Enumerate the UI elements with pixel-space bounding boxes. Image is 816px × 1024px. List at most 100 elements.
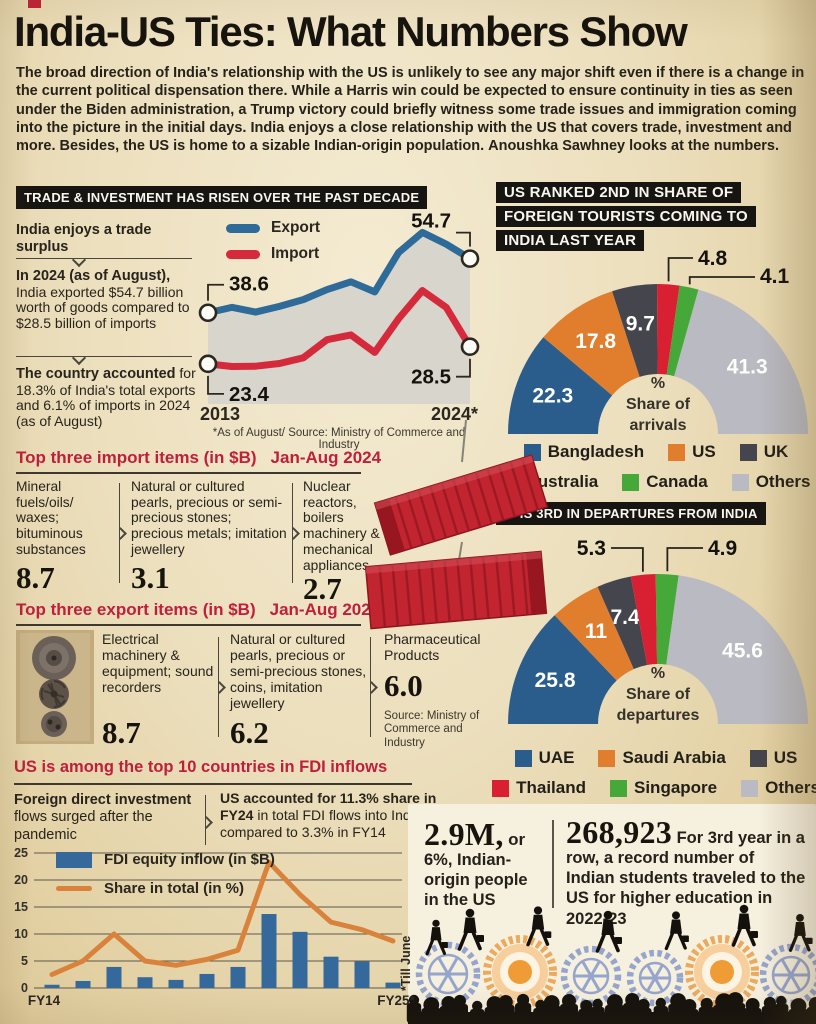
legend-label: US [773, 748, 798, 767]
legend-item-export: Export [226, 219, 320, 237]
column-divider [119, 483, 120, 583]
center-line: Share of [625, 685, 690, 703]
svg-text:28.5: 28.5 [411, 366, 451, 389]
heading-text: Top three export items (in $B) [16, 600, 256, 619]
svg-text:17.8: 17.8 [575, 330, 616, 353]
stat-text: For 3rd year in a row, a record number o… [566, 829, 806, 928]
section-header-trade: TRADE & INVESTMENT HAS RISEN OVER THE PA… [16, 186, 428, 209]
intro-tail: looks at the numbers. [625, 138, 780, 155]
legend-label: US [692, 442, 716, 461]
legend-item: Canada [622, 472, 708, 492]
header-line: FOREIGN TOURISTS COMING TO [496, 206, 756, 227]
svg-text:54.7: 54.7 [411, 210, 451, 233]
column-divider [370, 637, 371, 737]
legend-swatch [739, 443, 757, 461]
export-item-1: Electrical machinery & equipment; sound … [102, 631, 214, 750]
indian-origin-stat: 2.9M, or 6%, Indian-origin people in the… [424, 818, 546, 910]
legend-row: Thailand Singapore Others [492, 778, 816, 798]
legend-label: Import [271, 245, 320, 262]
heading-period: Jan-Aug 2024 [270, 448, 382, 467]
column-divider [205, 795, 206, 845]
svg-text:23.4: 23.4 [229, 383, 269, 406]
item-description: Natural or cultured pearls, precious or … [230, 631, 367, 711]
arrivals-legend: Bangladesh US UK Australia Canada Others [498, 442, 814, 492]
svg-text:4.8: 4.8 [698, 247, 728, 270]
stat-divider [552, 820, 554, 908]
trade-line-chart: 38.6 54.7 23.4 28.5 [198, 210, 480, 406]
item-value: 8.7 [16, 560, 55, 595]
legend-label: Singapore [634, 778, 718, 797]
bar-swatch [56, 851, 92, 868]
item-description: Nuclear reactors, boilers machinery & me… [303, 479, 380, 573]
legend-row: Bangladesh US UK [523, 442, 788, 462]
import-item-1: Mineral fuels/oils/ waxes; bituminous su… [16, 479, 112, 593]
fdi-note-right: US accounted for 11.3% share in FY24 in … [220, 790, 446, 840]
fdi-heading: US is among the top 10 countries in FDI … [14, 758, 388, 776]
item-description: Electrical machinery & equipment; sound … [102, 631, 214, 695]
trade-note-lead: In 2024 (as of August), [16, 268, 171, 284]
trade-note-lead: The country accounted [16, 366, 176, 382]
legend-swatch [749, 749, 767, 767]
header-line: US RANKED 2ND IN SHARE OF [496, 182, 742, 203]
center-line: arrivals [629, 416, 687, 434]
legend-label: Others [755, 472, 811, 491]
intro-text: The broad direction of India's relations… [16, 65, 805, 155]
section-header-departures: IT IS 3RD IN DEPARTURES FROM INDIA [496, 502, 766, 525]
trade-note-rest: for 18.3% of India's total exports and 6… [16, 365, 196, 430]
heading-underline [16, 624, 361, 626]
svg-text:11: 11 [585, 620, 608, 643]
legend-item-import: Import [226, 245, 320, 263]
trade-note-share: The country accounted for 18.3% of India… [16, 365, 204, 430]
legend-item: US [749, 748, 798, 768]
imports-heading: Top three import items (in $B) Jan-Aug 20… [16, 448, 381, 468]
intro-paragraph: The broad direction of India's relations… [16, 64, 808, 155]
migration-illustration [406, 904, 816, 1024]
shipping-containers-illustration [364, 419, 549, 630]
legend-item: UK [739, 442, 788, 462]
intro-author: Anoushka Sawhney [488, 138, 626, 155]
item-value: 2.7 [303, 571, 342, 607]
svg-text:5: 5 [21, 954, 28, 968]
svg-text:9.7: 9.7 [626, 312, 655, 335]
item-value: 6.0 [384, 667, 423, 703]
arrivals-donut-center-label: % Share of arrivals [598, 374, 718, 436]
import-item-3: Nuclear reactors, boilers machinery & me… [303, 479, 395, 604]
students-stat: 268,923 For 3rd year in a row, a record … [566, 816, 806, 929]
heading-period: Jan-Aug 2024 [269, 600, 381, 619]
legend-label: Thailand [516, 778, 586, 797]
item-value: 6.2 [230, 715, 269, 750]
svg-text:41.3: 41.3 [727, 355, 768, 378]
section-header-arrivals: US RANKED 2ND IN SHARE OF FOREIGN TOURIS… [496, 182, 756, 254]
column-divider [218, 637, 219, 737]
trade-chart-footnote: *As of August/ Source: Ministry of Comme… [212, 427, 466, 451]
stat-text: 6%, Indian-origin people in the US [424, 851, 528, 910]
export-line-swatch [226, 223, 260, 233]
center-unit: % [650, 375, 666, 392]
legend-item: Others [741, 778, 816, 798]
center-unit: % [650, 665, 666, 682]
legend-swatch [731, 473, 749, 491]
trade-note-2024: In 2024 (as of August), India exported $… [16, 268, 204, 332]
item-value: 8.7 [102, 715, 141, 750]
legend-swatch [514, 749, 532, 767]
legend-item: Saudi Arabia [598, 748, 726, 768]
note-rest: flows surged after the pandemic [14, 809, 153, 843]
svg-text:4.1: 4.1 [760, 265, 790, 288]
svg-text:4.9: 4.9 [708, 537, 737, 560]
svg-text:15: 15 [14, 900, 28, 914]
fdi-legend-bar: FDI equity inflow (in $B) [56, 851, 275, 868]
svg-text:5.3: 5.3 [577, 537, 606, 560]
center-line: Share of [625, 395, 690, 413]
legend-item: US [668, 442, 716, 462]
legend-label: UAE [538, 748, 575, 767]
svg-text:22.3: 22.3 [532, 385, 573, 408]
fdi-note-left: Foreign direct investment flows surged a… [14, 792, 196, 844]
import-item-2: Natural or cultured pearls, precious or … [131, 479, 287, 593]
note-divider [16, 356, 192, 357]
note-lead: Foreign direct investment [14, 792, 192, 808]
svg-text:0: 0 [21, 981, 28, 995]
svg-text:*Till June: *Till June [399, 936, 413, 991]
source-note: Source: Ministry of Commerce and Industr… [384, 709, 480, 750]
svg-text:FY14: FY14 [28, 993, 61, 1008]
trade-note-rest: India exported $54.7 billion worth of go… [16, 283, 190, 332]
